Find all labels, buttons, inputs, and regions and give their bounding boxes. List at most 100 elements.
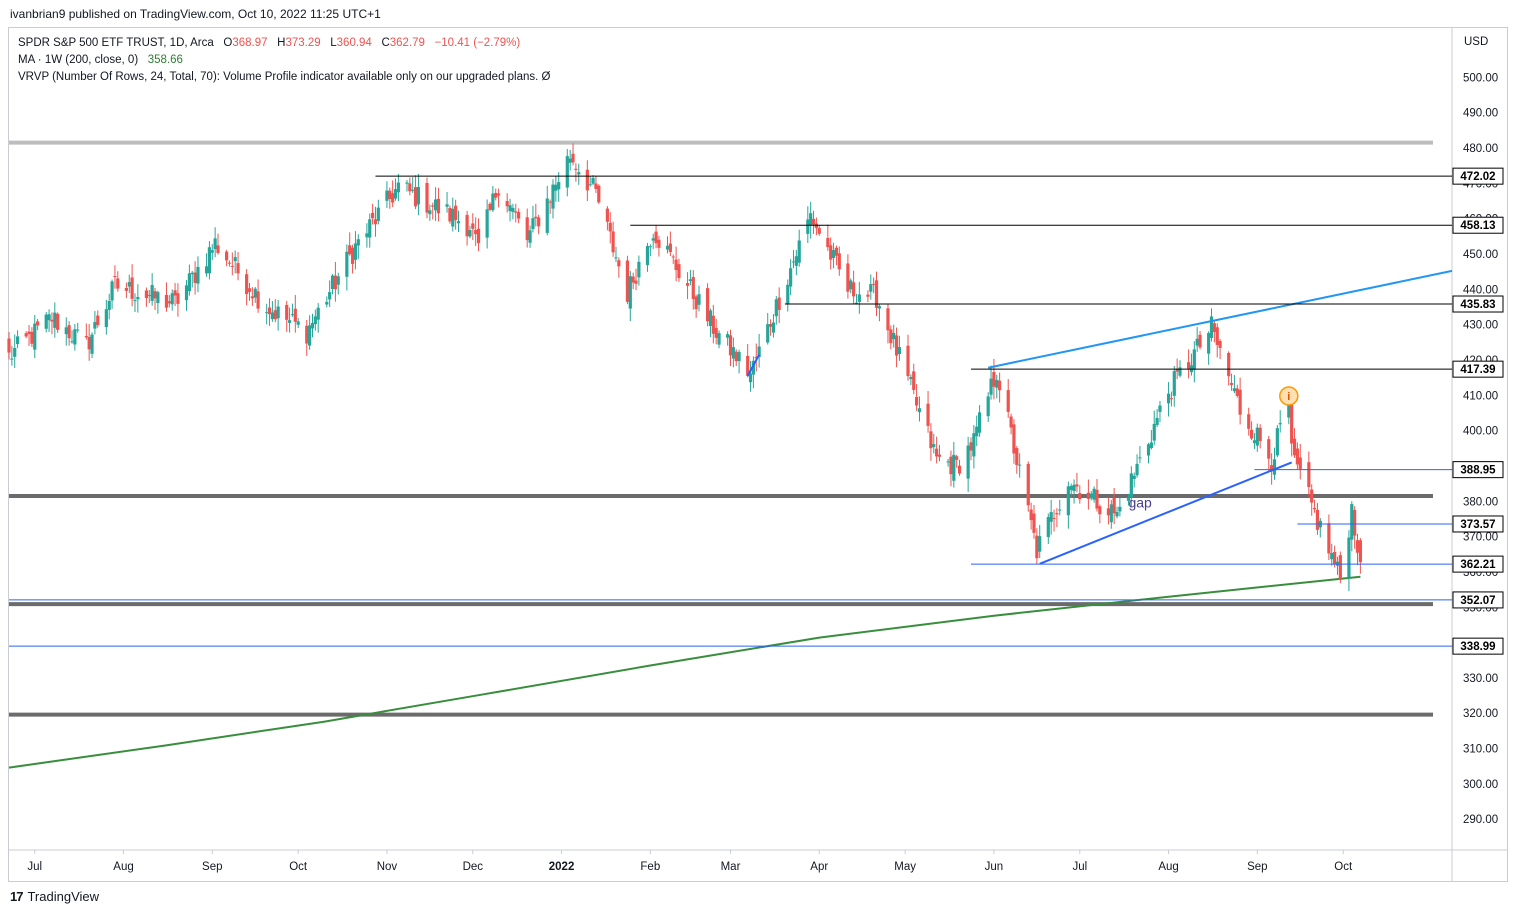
candle	[797, 229, 801, 267]
candle-body	[187, 273, 191, 292]
candle	[1006, 378, 1010, 418]
candle	[708, 308, 713, 338]
candle	[196, 256, 200, 293]
candle-body	[955, 456, 959, 460]
price-level-tag: 417.39	[1452, 360, 1504, 378]
tradingview-logo[interactable]: 17 TradingView	[10, 889, 99, 904]
candle-body	[768, 324, 773, 327]
candle	[837, 246, 841, 276]
candle-body	[431, 205, 435, 207]
candle	[1209, 308, 1214, 342]
candle	[1275, 425, 1279, 458]
candle-body	[697, 294, 701, 305]
vrvp-label: VRVP (Number Of Rows, 24, Total, 70): Vo…	[18, 71, 551, 83]
candle	[153, 287, 157, 310]
open-label: O	[223, 37, 233, 49]
candle-body	[385, 190, 389, 201]
tradingview-brand: TradingView	[27, 889, 100, 904]
candle-body	[393, 189, 398, 199]
candle	[1032, 505, 1036, 539]
candle-body	[56, 313, 60, 330]
candle-body	[854, 302, 859, 304]
y-tick-label: 450.00	[1463, 249, 1498, 261]
candle-body	[731, 347, 735, 359]
candle	[310, 313, 315, 338]
candle-body	[1089, 493, 1093, 499]
candle	[671, 254, 675, 264]
candle-body	[809, 213, 813, 226]
candle	[156, 290, 160, 314]
candle-body	[1086, 492, 1090, 499]
candle-body	[10, 358, 14, 360]
candle-body	[328, 292, 332, 300]
candle-body	[588, 184, 592, 186]
ma-legend-row[interactable]: MA · 1W (200, close, 0) 358.66	[18, 52, 550, 69]
candle-body	[454, 205, 458, 221]
candle	[872, 277, 876, 294]
candle	[1207, 331, 1211, 365]
candle-body	[634, 280, 638, 284]
candle-body	[104, 309, 108, 328]
candle	[869, 274, 873, 300]
candle-body	[834, 247, 839, 256]
candle-body	[336, 276, 340, 285]
candle	[748, 361, 753, 392]
candle-body	[774, 299, 778, 317]
candle-body	[150, 284, 154, 301]
candle-body	[1278, 423, 1282, 425]
candle	[1058, 499, 1062, 516]
candle	[849, 278, 853, 294]
candle-body	[975, 426, 979, 437]
candle	[1129, 466, 1133, 508]
x-tick-label: 2022	[549, 861, 575, 873]
candle-body	[852, 282, 856, 297]
candle	[946, 458, 950, 467]
vrvp-legend-row[interactable]: VRVP (Number Of Rows, 24, Total, 70): Vo…	[18, 69, 550, 86]
candle	[408, 177, 412, 196]
candle-body	[47, 314, 51, 321]
symbol-legend-row[interactable]: SPDR S&P 500 ETF TRUST, 1D, Arca O368.97…	[18, 35, 550, 52]
candle	[445, 191, 449, 213]
candle	[791, 250, 796, 269]
candle-body	[857, 294, 861, 302]
candle	[488, 202, 492, 212]
candle	[857, 281, 861, 314]
candle	[1138, 446, 1142, 464]
price-level-tag: 458.13	[1452, 216, 1504, 234]
candle-body	[1055, 513, 1059, 515]
candle	[227, 260, 232, 267]
candle	[1350, 501, 1354, 552]
candle	[886, 304, 890, 344]
candle-body	[1255, 427, 1259, 446]
candle-body	[1312, 507, 1317, 510]
candle	[164, 282, 169, 312]
candle	[1118, 497, 1122, 517]
candle	[184, 280, 189, 311]
candle	[1270, 453, 1274, 485]
candle	[846, 254, 850, 299]
candle	[998, 372, 1002, 403]
candle-body	[127, 282, 131, 287]
y-tick-label: 410.00	[1463, 390, 1498, 402]
candle	[568, 149, 572, 171]
x-tick-label: Oct	[289, 861, 308, 873]
candle	[1227, 351, 1231, 386]
candle-body	[53, 312, 57, 328]
candle	[1247, 407, 1251, 436]
candle-body	[265, 312, 269, 314]
price-level-tag-label: 388.95	[1460, 465, 1496, 477]
candle	[15, 330, 20, 349]
candle	[456, 210, 461, 233]
candle	[50, 312, 54, 335]
candle	[685, 272, 690, 300]
candle-body	[874, 280, 879, 308]
candle	[53, 302, 57, 338]
candle	[494, 188, 498, 201]
candle	[1072, 479, 1076, 504]
candle	[1335, 556, 1340, 575]
candle	[705, 283, 710, 327]
candle	[631, 272, 635, 290]
candle	[1109, 499, 1113, 529]
candle-body	[245, 274, 249, 295]
